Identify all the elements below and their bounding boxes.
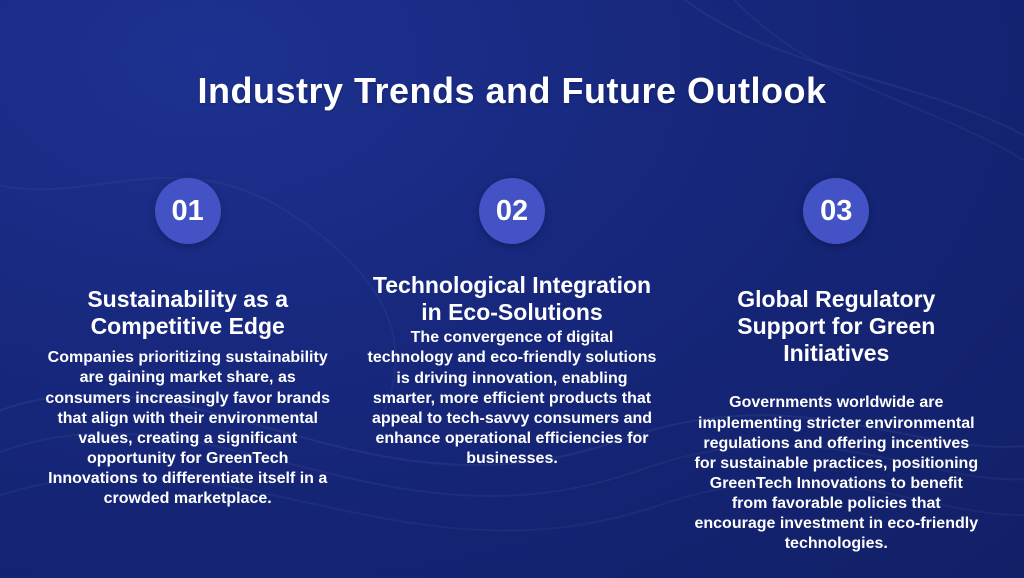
column-body: The convergence of digital technology an… [367,329,657,468]
column-heading: Technological Integration in Eco-Solutio… [372,272,652,326]
step-number: 01 [171,194,204,227]
column-body: Companies prioritizing sustainability ar… [45,349,330,508]
trend-columns: 01 Sustainability as a Competitive Edge … [0,178,1024,555]
column-heading: Global Regulatory Support for Green Init… [737,286,936,367]
column-heading: Sustainability as a Competitive Edge [87,286,289,340]
column-body: Governments worldwide are implementing s… [694,394,979,553]
step-number: 02 [495,194,529,227]
trend-column-regulatory: 03 Global Regulatory Support for Green I… [691,178,982,555]
trend-column-technology: 02 Technological Integration in Eco-Solu… [366,178,657,469]
slide-title: Industry Trends and Future Outlook [197,70,827,111]
step-number-badge-03: 03 [803,178,870,244]
step-number-badge-02: 02 [478,178,545,244]
step-number: 03 [820,194,853,227]
step-number-badge-01: 01 [154,178,221,244]
trend-column-sustainability: 01 Sustainability as a Competitive Edge … [42,178,333,510]
